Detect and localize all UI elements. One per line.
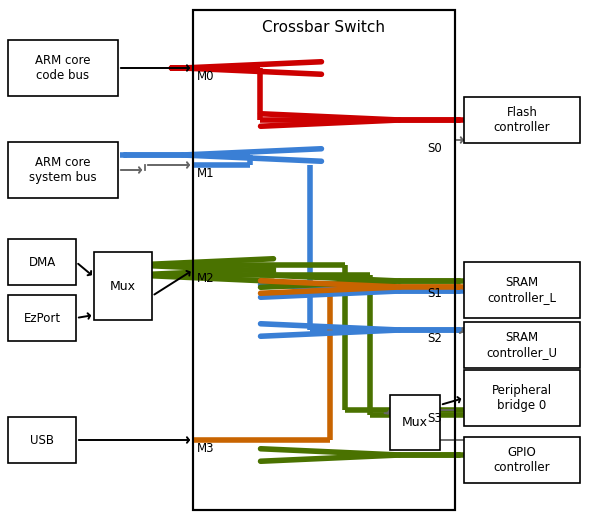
Text: S1: S1 <box>427 287 442 300</box>
Text: Peripheral
bridge 0: Peripheral bridge 0 <box>492 384 552 412</box>
Text: Flash
controller: Flash controller <box>494 106 550 134</box>
Bar <box>464 370 580 426</box>
Text: M3: M3 <box>197 442 215 455</box>
Text: DMA: DMA <box>28 256 56 268</box>
Text: S0: S0 <box>427 142 442 155</box>
Bar <box>8 295 76 341</box>
Text: S2: S2 <box>427 332 442 345</box>
Bar <box>193 10 455 510</box>
Text: SRAM
controller_L: SRAM controller_L <box>487 276 557 304</box>
Text: ARM core
system bus: ARM core system bus <box>29 156 97 184</box>
Text: M2: M2 <box>197 272 215 285</box>
Text: ARM core
code bus: ARM core code bus <box>35 54 91 82</box>
Text: Mux: Mux <box>402 416 428 429</box>
Bar <box>8 142 118 198</box>
Bar <box>8 417 76 463</box>
Bar <box>193 10 455 510</box>
Bar <box>464 262 580 318</box>
Text: Mux: Mux <box>110 279 136 292</box>
Text: GPIO
controller: GPIO controller <box>494 446 550 474</box>
Bar <box>464 97 580 143</box>
Text: EzPort: EzPort <box>23 311 61 325</box>
Text: Crossbar Switch: Crossbar Switch <box>263 21 386 35</box>
Bar <box>464 322 580 368</box>
Text: M0: M0 <box>197 70 215 83</box>
Text: Crossbar Switch: Crossbar Switch <box>263 21 386 35</box>
Bar <box>8 239 76 285</box>
Bar <box>8 40 118 96</box>
Text: SRAM
controller_U: SRAM controller_U <box>487 331 557 359</box>
Bar <box>390 395 440 450</box>
Text: USB: USB <box>30 434 54 446</box>
Bar <box>94 252 152 320</box>
Bar <box>464 437 580 483</box>
Text: S3: S3 <box>427 412 442 425</box>
Text: M1: M1 <box>197 167 215 180</box>
